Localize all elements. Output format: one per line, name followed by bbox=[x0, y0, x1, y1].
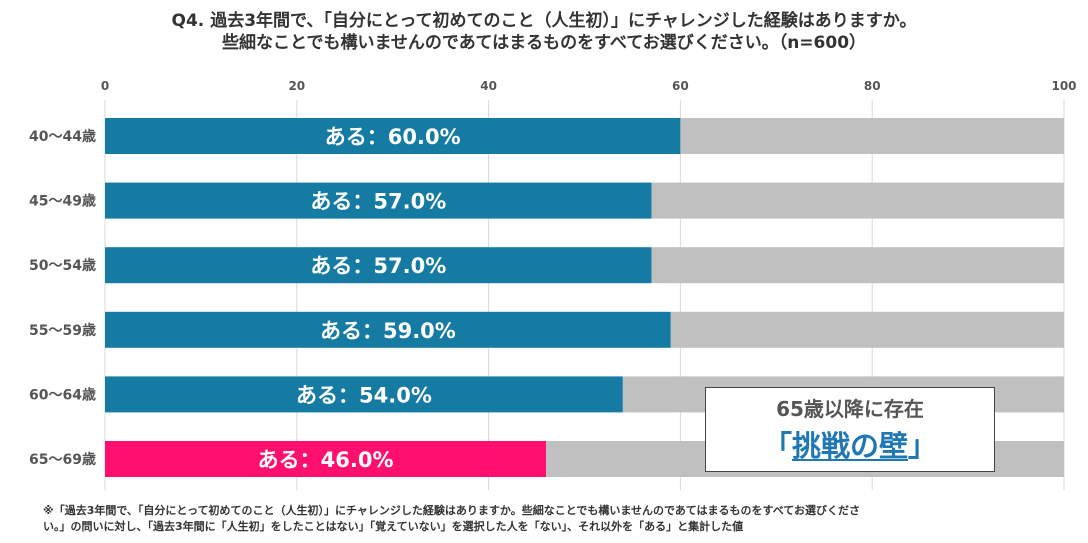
footnote-line2: い。」の問いに対し、「過去3年間に「人生初」をしたことはない」「覚えていない」を… bbox=[43, 520, 744, 533]
category-label: 55〜59歳 bbox=[29, 322, 96, 339]
bar-value-label: ある：57.0% bbox=[310, 190, 446, 214]
callout-emphasis: 挑戦の壁 bbox=[791, 429, 908, 463]
x-tick-label: 100 bbox=[1051, 79, 1076, 93]
bar-nai bbox=[670, 311, 1064, 348]
bar-value-label: ある：54.0% bbox=[296, 383, 432, 407]
footnote: ※「過去3年間で、「自分にとって初めてのこと（人生初）」にチャレンジした経験はあ… bbox=[43, 503, 1053, 535]
category-label: 50〜54歳 bbox=[29, 257, 96, 274]
bar-aru bbox=[105, 311, 671, 348]
category-label: 45〜49歳 bbox=[29, 193, 96, 210]
x-tick-label: 20 bbox=[288, 79, 305, 93]
bar-value-label: ある：57.0% bbox=[310, 254, 446, 278]
category-label: 60〜64歳 bbox=[29, 386, 96, 403]
chart-title-line1: Q4. 過去3年間で、「自分にとって初めてのこと（人生初）」にチャレンジした経験… bbox=[171, 11, 917, 31]
x-tick-label: 80 bbox=[864, 79, 881, 93]
bar-value-label: ある：46.0% bbox=[258, 448, 394, 472]
x-tick-label: 60 bbox=[672, 79, 689, 93]
footnote-line1: ※「過去3年間で、「自分にとって初めてのこと（人生初）」にチャレンジした経験はあ… bbox=[43, 504, 860, 517]
bar-aru bbox=[105, 441, 547, 477]
chart-title-line2: 些細なことでも構いませんのであてはまるものをすべてお選びください。（n=600） bbox=[221, 33, 867, 53]
callout-line1: 65歳以降に存在 bbox=[776, 397, 924, 421]
bar-nai bbox=[680, 118, 1064, 154]
x-tick-label: 40 bbox=[480, 79, 497, 93]
bar-aru bbox=[105, 247, 652, 284]
category-label: 40〜44歳 bbox=[29, 128, 96, 145]
callout-line2: 「挑戦の壁」 bbox=[706, 423, 994, 465]
category-label: 65〜69歳 bbox=[29, 451, 96, 468]
callout-open-bracket: 「 bbox=[762, 429, 792, 463]
bar-aru bbox=[105, 182, 652, 219]
bar-nai bbox=[651, 247, 1064, 284]
bar-aru bbox=[105, 118, 681, 154]
bar-nai bbox=[651, 182, 1064, 219]
callout-close-bracket: 」 bbox=[908, 429, 938, 463]
bar-aru bbox=[105, 376, 623, 413]
bar-value-label: ある：60.0% bbox=[325, 125, 461, 149]
callout-box: 65歳以降に存在 「挑戦の壁」 bbox=[705, 387, 995, 472]
bar-value-label: ある：59.0% bbox=[320, 319, 456, 343]
x-tick-label: 0 bbox=[101, 79, 109, 93]
